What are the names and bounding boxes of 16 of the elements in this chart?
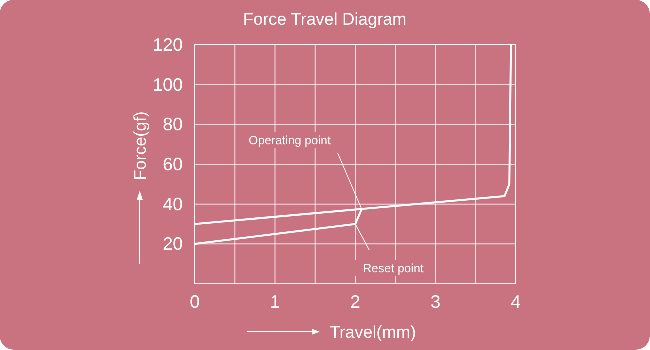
x-tick-label: 2	[350, 292, 361, 312]
x-tick-label: 3	[430, 292, 441, 312]
y-tick-label: 20	[162, 234, 183, 254]
x-tick-label: 0	[190, 292, 200, 312]
y-tick-label: 120	[152, 35, 183, 55]
x-tick-label: 4	[510, 292, 522, 312]
y-axis-title: Force(gf)	[131, 112, 150, 180]
annotation: Reset point	[363, 261, 425, 276]
y-tick-label: 80	[162, 114, 183, 135]
x-tick-label: 1	[270, 292, 280, 312]
annotation: Operating point	[248, 133, 332, 148]
x-axis-title: Travel(mm)	[330, 323, 416, 342]
y-tick-label: 60	[162, 154, 183, 174]
y-tick-label: 40	[162, 194, 183, 214]
y-tick-label: 100	[152, 74, 183, 95]
chart-title: Force Travel Diagram	[243, 10, 407, 29]
